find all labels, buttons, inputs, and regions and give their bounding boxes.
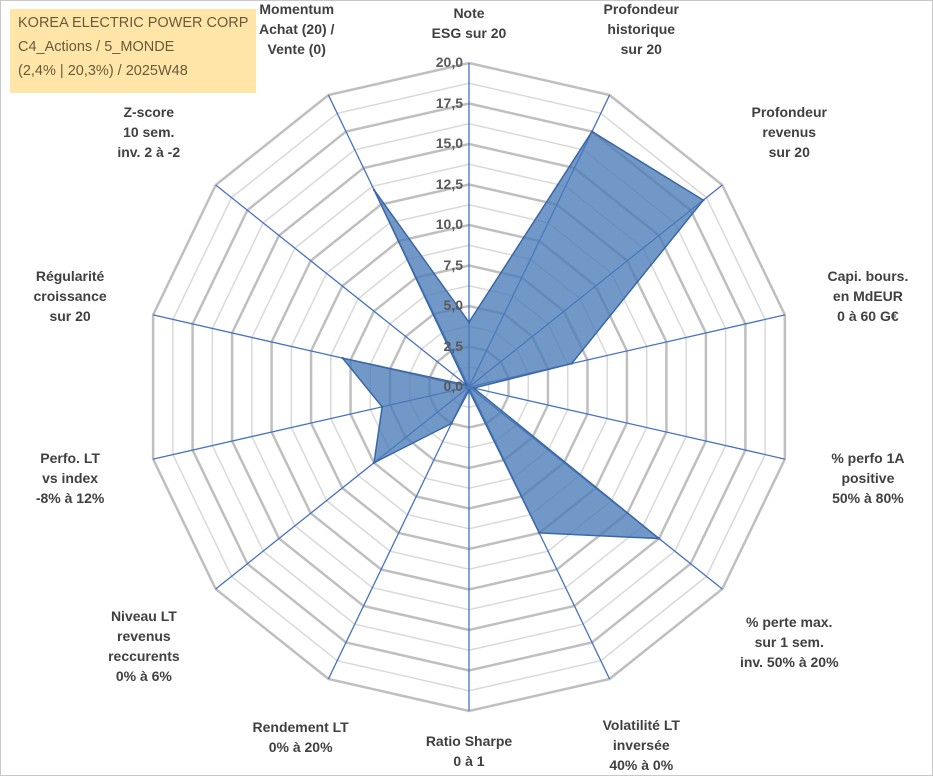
axis-label-line: revenus [117, 628, 171, 645]
axis-label-line: Niveau LT [110, 608, 177, 625]
tick-label: 10,0 [435, 216, 463, 232]
tick-label: 17,5 [435, 94, 463, 111]
tick-label: 7,5 [443, 256, 463, 273]
axis-label-line: Momentum [259, 1, 335, 18]
data-point [372, 461, 376, 464]
axis-label-line: 0 à 1 [453, 753, 485, 769]
axis-label-line: 40% à 0% [609, 756, 674, 773]
axis-label: Capi. bours. en MdEUR 0 à 60 G€ [793, 266, 933, 326]
axis-label-line: inv. 2 à -2 [117, 143, 181, 160]
company-name: KOREA ELECTRIC POWER CORP [18, 15, 249, 31]
axis-label-line: vs index [42, 470, 99, 487]
tick-label: 15,0 [435, 135, 463, 151]
axis-label-line: Régularité [35, 267, 105, 284]
data-point [465, 383, 468, 387]
data-point [380, 405, 384, 409]
axis-label-line: Profondeur [751, 103, 827, 120]
axis-label-line: Ratio Sharpe [425, 733, 513, 749]
data-point [467, 321, 471, 324]
axis-spoke [468, 386, 786, 460]
axis-label-line: croissance [33, 287, 107, 304]
axis-label: Profondeur revenus sur 20 [714, 102, 864, 162]
data-point [702, 198, 705, 202]
axis-label-line: sur 20 [768, 143, 810, 160]
axis-label-line: en MdEUR [832, 287, 903, 304]
axis-label-line: Profondeur [603, 1, 679, 18]
axis-label-line: historique [607, 21, 676, 38]
data-point [570, 362, 573, 365]
axis-label: Rendement LT 0% à 20% [226, 717, 376, 757]
axis-label-line: % perte max. [746, 614, 833, 631]
axis-label-line: inv. 50% à 20% [739, 654, 839, 671]
data-point [657, 537, 661, 540]
category-label: C4_Actions / 5_MONDE [18, 39, 175, 55]
info-box: KOREA ELECTRIC POWER CORP C4_Actions / 5… [10, 9, 256, 93]
axis-label-line: inversée [612, 736, 670, 753]
axis-label: Régularité croissance sur 20 [0, 266, 145, 326]
axis-label-line: 0 à 60 G€ [837, 307, 899, 324]
data-point [590, 130, 594, 133]
axis-label-line: Volatilité LT [602, 716, 680, 733]
data-point [372, 188, 376, 192]
axis-label-line: Capi. bours. [827, 267, 909, 284]
axis-label: Niveau LT revenus reccurents 0% à 6% [69, 606, 219, 686]
axis-label-line: Z-score [123, 103, 175, 120]
tick-label: 2,5 [443, 337, 463, 354]
tick-label: 12,5 [435, 175, 463, 192]
tick-label: 0,0 [443, 378, 463, 394]
data-point [341, 356, 344, 360]
axis-label-line: Note [453, 5, 485, 21]
axis-label-line: reccurents [108, 648, 180, 665]
stats-label: (2,4% | 20,3%) / 2025W48 [18, 63, 188, 79]
axis-label-line: revenus [762, 123, 817, 140]
data-point [538, 531, 541, 535]
axis-label: % perte max. sur 1 sem. inv. 50% à 20% [714, 612, 864, 672]
axis-label-line: 0% à 20% [268, 738, 333, 755]
axis-label-line: -8% à 12% [35, 490, 105, 507]
axis-label: Note ESG sur 20 [394, 3, 544, 43]
tick-label: 5,0 [443, 297, 463, 313]
axis-label-line: Perfo. LT [40, 450, 100, 467]
axis-label-line: 0% à 6% [115, 668, 172, 685]
axis-label-line: ESG sur 20 [431, 25, 507, 41]
axis-label-line: sur 20 [49, 307, 91, 324]
axis-label-line: Achat (20) / [258, 21, 335, 38]
data-series-area [340, 130, 705, 540]
axis-label: Momentum Achat (20) / Vente (0) [222, 0, 372, 59]
axis-label-line: positive [841, 470, 895, 487]
axis-label: % perfo 1A positive 50% à 80% [793, 448, 933, 508]
axis-label-line: % perfo 1A [831, 450, 905, 467]
axis-label-line: sur 1 sem. [754, 634, 824, 651]
data-point [472, 386, 475, 390]
axis-label-line: Vente (0) [267, 41, 326, 58]
axis-label: Perfo. LT vs index -8% à 12% [0, 448, 145, 508]
axis-spoke [215, 184, 470, 388]
data-point [450, 422, 453, 425]
axis-spoke [327, 386, 470, 680]
axis-label: Ratio Sharpe 0 à 1 [394, 731, 544, 771]
axis-label: Volatilité LT inversée 40% à 0% [566, 715, 716, 775]
axis-label: Profondeur historique sur 20 [566, 0, 716, 59]
axis-label-line: 10 sem. [123, 123, 175, 140]
axis-label-line: sur 20 [620, 41, 662, 58]
axis-label: Z-score 10 sem. inv. 2 à -2 [74, 102, 224, 162]
axis-label-line: 50% à 80% [832, 490, 904, 507]
tick-label: 20,0 [435, 54, 463, 70]
axis-label-line: Rendement LT [252, 718, 349, 735]
data-point [467, 389, 471, 392]
